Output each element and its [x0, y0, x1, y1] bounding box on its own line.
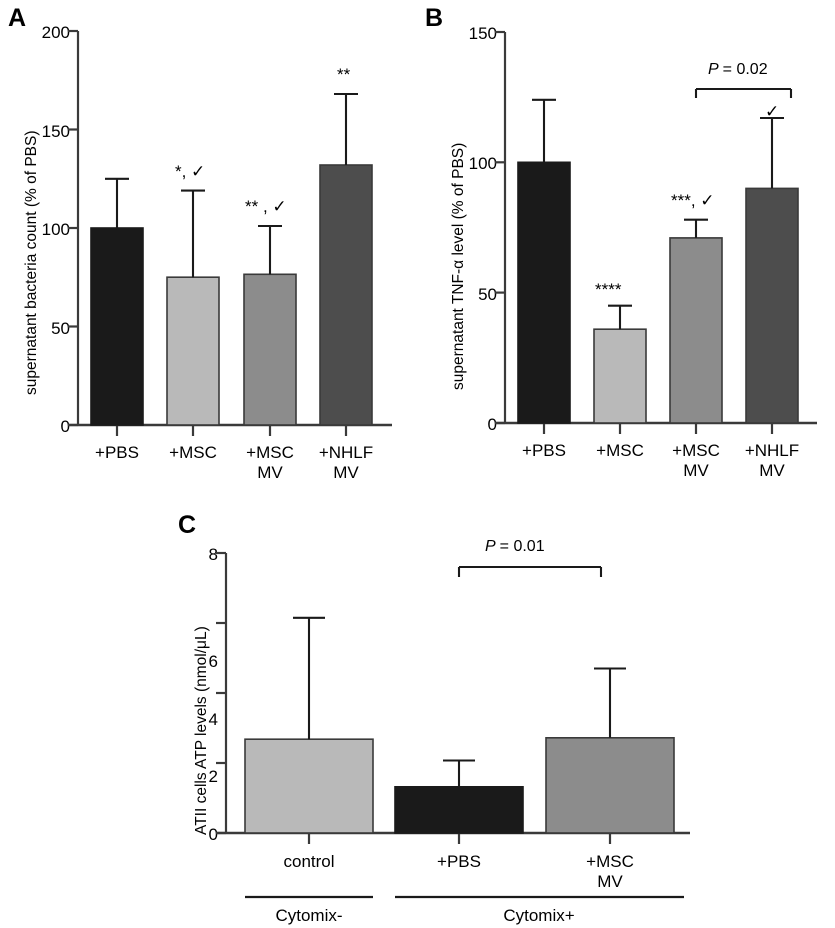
panel-b-ytick-50: 50 — [478, 285, 497, 304]
panel-b-errorbar-mscmv — [684, 218, 708, 238]
panel-a: A supernatant bacteria count (% of PBS) … — [0, 0, 420, 500]
panel-a-ytick-100: 100 — [41, 220, 70, 239]
panel-c-pvalue-rest: = 0.01 — [499, 538, 545, 555]
panel-a-errorbar-msc — [181, 189, 205, 278]
panel-c-errorbar-pbs — [443, 759, 475, 787]
panel-c-significance-bracket — [457, 565, 603, 577]
panel-c-ytick-8: 8 — [208, 545, 218, 564]
panel-a-ytick-200: 200 — [41, 23, 70, 42]
panel-a-catlabel-msc: +MSC — [169, 443, 217, 462]
panel-b-pvalue-rest: = 0.02 — [722, 61, 768, 78]
panel-c-plot — [216, 551, 690, 899]
panel-c-group-label-cytomix-neg: Cytomix- — [275, 906, 343, 925]
panel-b-letter: B — [425, 4, 444, 32]
panel-a-errorbar-pbs — [105, 177, 129, 228]
panel-b-annotation-nhlfmv: ✓ — [765, 102, 780, 121]
panel-c-ytick-2: 2 — [208, 767, 218, 786]
panel-c-letter: C — [178, 511, 197, 539]
panel-c-ytick-4: 4 — [208, 710, 218, 729]
panel-a-plot — [68, 29, 392, 436]
panel-c-ytick-6: 6 — [208, 652, 218, 671]
panel-b-errorbar-msc — [608, 304, 632, 330]
panel-a-bar-pbs — [90, 227, 144, 426]
panel-b-catlabel-msc: +MSC — [596, 441, 644, 460]
panel-a-letter: A — [8, 4, 27, 32]
panel-b-bar-mscmv — [669, 237, 723, 424]
panel-a-ytick-50: 50 — [51, 319, 70, 338]
panel-b: B supernatant TNF-α level (% of PBS) 0 5… — [415, 0, 835, 500]
panel-a-errorbar-nhlfmv — [334, 92, 358, 165]
panel-a-bar-nhlfmv — [319, 164, 373, 426]
panel-c-catlabel-pbs: +PBS — [437, 852, 481, 871]
panel-b-ytick-0: 0 — [487, 415, 497, 434]
panel-b-pvalue-label: P = 0.02 — [708, 62, 768, 78]
panel-a-catlabel-mscmv: +MSC MV — [246, 443, 294, 483]
panel-a-catlabel-pbs: +PBS — [95, 443, 139, 462]
panel-c-ytick-0: 0 — [208, 825, 218, 844]
panel-b-significance-bracket — [694, 87, 793, 98]
panel-a-annotation-nhlfmv: ** — [337, 65, 351, 84]
panel-b-annotation-mscmv: ***, ✓ — [671, 191, 715, 210]
panel-b-annotation-msc: **** — [595, 280, 622, 299]
panel-c-errorbar-control — [293, 616, 325, 740]
panel-c-errorbar-mscmv — [594, 667, 626, 738]
panel-a-catlabel-nhlfmv: +NHLF MV — [318, 443, 374, 483]
panel-c-bar-pbs — [394, 785, 524, 834]
panel-a-errorbar-mscmv — [258, 224, 282, 275]
panel-a-bar-mscmv — [243, 273, 297, 426]
panel-c-catlabel-mscmv: +MSC MV — [586, 852, 634, 892]
panel-b-pvalue-p: P — [708, 61, 719, 78]
panel-b-plot — [495, 30, 817, 434]
panel-b-bar-msc — [593, 328, 647, 424]
panel-c-catlabel-control: control — [283, 852, 335, 871]
panel-c-group-label-cytomix-pos: Cytomix+ — [503, 906, 575, 925]
panel-b-catlabel-pbs: +PBS — [522, 441, 566, 460]
panel-b-bar-nhlfmv — [745, 187, 799, 424]
panel-b-catlabel-nhlfmv: +NHLF MV — [744, 441, 800, 481]
panel-b-errorbar-pbs — [532, 98, 556, 163]
panel-c-pvalue-p: P — [485, 538, 496, 555]
panel-b-ytick-100: 100 — [468, 154, 497, 173]
panel-a-bar-msc — [166, 276, 220, 426]
panel-b-errorbar-nhlfmv — [760, 116, 784, 189]
panel-b-ytick-150: 150 — [468, 24, 497, 43]
panel-a-annotation-mscmv: ** , ✓ — [245, 197, 287, 216]
panel-c: C ATII cells ATP levels (nmol/μL) 0 2 4 … — [130, 505, 730, 928]
panel-a-annotation-msc: *, ✓ — [175, 162, 206, 181]
panel-a-ytick-150: 150 — [41, 122, 70, 141]
panel-c-pvalue-label: P = 0.01 — [485, 539, 545, 555]
panel-b-catlabel-mscmv: +MSC MV — [672, 441, 720, 481]
panel-c-bar-control — [244, 738, 374, 834]
panel-a-ytick-0: 0 — [60, 417, 70, 436]
panel-c-bar-mscmv — [545, 737, 675, 834]
panel-b-bar-pbs — [517, 161, 571, 424]
